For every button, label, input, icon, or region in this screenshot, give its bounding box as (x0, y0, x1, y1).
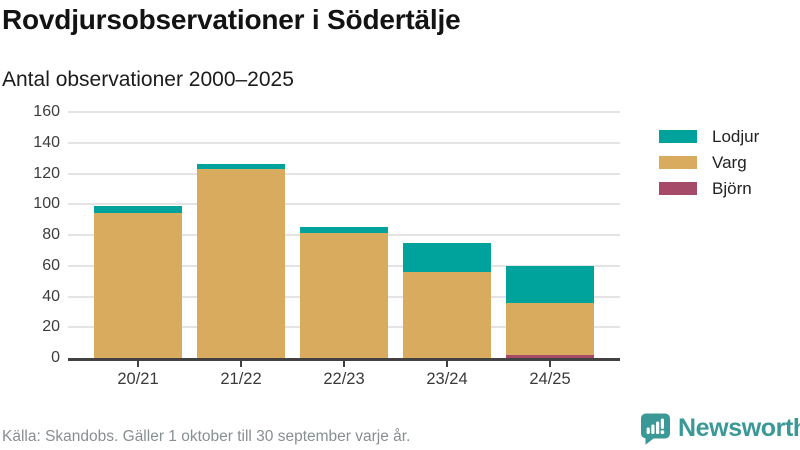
bar-segment-lodjur (94, 205, 182, 214)
y-axis-label: 100 (33, 195, 60, 213)
legend-label: Björn (712, 178, 752, 198)
gridline-y140 (68, 141, 620, 144)
bar-21/22 (197, 164, 285, 358)
x-axis-tick (137, 361, 139, 367)
bar-segment-varg (403, 271, 491, 358)
x-axis-tick (446, 361, 448, 367)
y-axis-label: 40 (42, 287, 60, 305)
legend-item-björn: Björn (659, 179, 759, 198)
x-axis-tick (343, 361, 345, 367)
y-axis-label: 60 (42, 256, 60, 274)
newsworthy-wordmark: Newsworthy (678, 414, 800, 442)
legend-swatch-björn (659, 182, 697, 195)
gridline-y160 (68, 111, 620, 113)
newsworthy-logo: Newsworthy (638, 411, 800, 446)
bar-segment-varg (300, 233, 388, 358)
bar-20/21 (94, 205, 182, 358)
legend-label: Varg (712, 152, 747, 172)
legend-item-varg: Varg (659, 153, 759, 172)
bar-23/24 (403, 242, 491, 358)
legend-label: Lodjur (712, 126, 760, 146)
x-axis-label: 20/21 (117, 370, 159, 388)
x-axis-label: 24/25 (529, 370, 571, 388)
y-axis-label: 140 (33, 133, 60, 151)
legend-swatch-lodjur (659, 130, 697, 143)
x-axis-label: 22/23 (323, 370, 365, 388)
bar-segment-varg (506, 302, 594, 355)
y-axis-label: 20 (42, 318, 60, 336)
gridline-y100 (68, 203, 620, 206)
bar-segment-varg (94, 213, 182, 358)
bar-segment-lodjur (197, 164, 285, 169)
newsworthy-icon (641, 413, 670, 445)
chart-subtitle: Antal observationer 2000–2025 (2, 68, 294, 91)
bar-segment-lodjur (403, 242, 491, 272)
y-axis-label: 0 (51, 349, 60, 366)
bar-22/23 (300, 227, 388, 358)
bar-segment-varg (197, 168, 285, 358)
plot-area: 0 20 40 60 80 100 120 140 160 20/21 21/22 22/23 23/2… (33, 103, 620, 388)
legend-swatch-varg (659, 156, 697, 169)
page-title: Rovdjursobservationer i Södertälje (2, 4, 461, 35)
source-note: Källa: Skandobs. Gäller 1 oktober till 3… (2, 428, 411, 445)
legend: Lodjur Varg Björn (659, 127, 759, 208)
y-axis-label: 160 (33, 103, 60, 120)
bar-segment-björn (506, 354, 594, 358)
x-axis-tick (549, 361, 551, 367)
x-axis-label: 23/24 (426, 370, 468, 388)
y-axis-label: 80 (42, 226, 60, 243)
x-axis-tick (240, 361, 242, 367)
bar-segment-lodjur (506, 265, 594, 303)
legend-item-lodjur: Lodjur (659, 127, 759, 146)
x-axis-label: 21/22 (220, 370, 262, 388)
y-axis-label: 120 (33, 164, 60, 182)
gridline-y120 (68, 172, 620, 175)
bar-segment-lodjur (300, 227, 388, 234)
bar-24/25 (506, 265, 594, 358)
